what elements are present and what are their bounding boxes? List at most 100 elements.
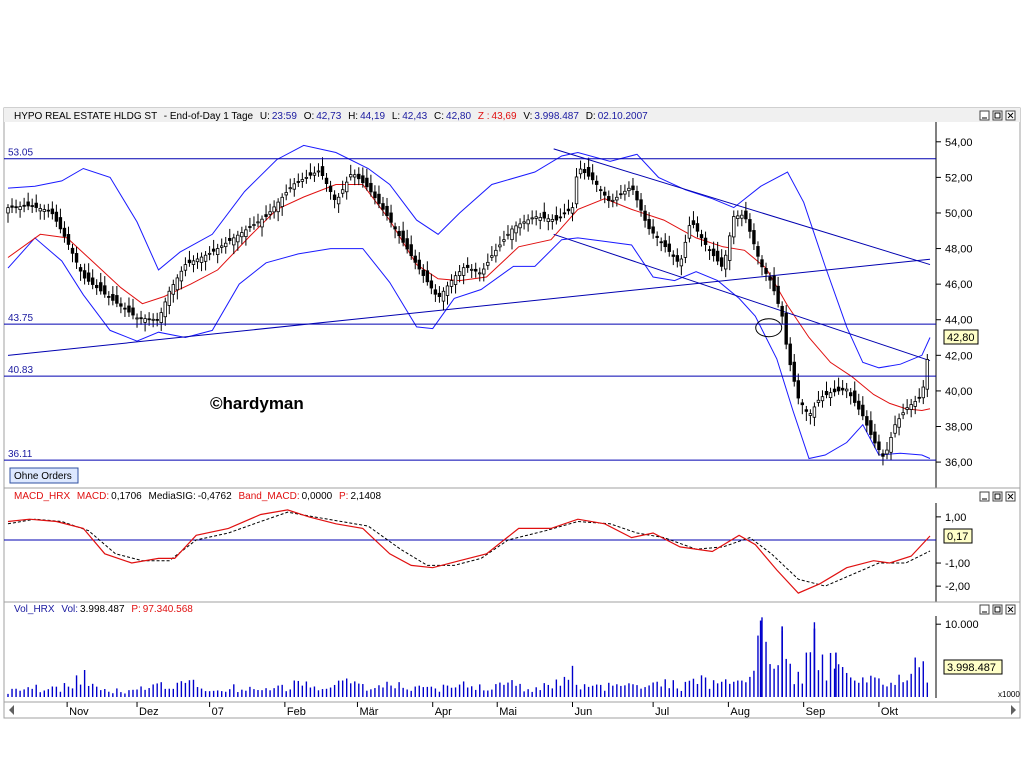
candle — [877, 434, 881, 456]
candle — [623, 184, 627, 201]
candle — [816, 391, 821, 407]
candle — [401, 221, 405, 247]
candle-body — [715, 250, 720, 262]
ohne-orders-label[interactable]: Ohne Orders — [14, 471, 72, 482]
close-label: C: — [434, 111, 444, 122]
candle-body — [82, 270, 87, 279]
candle — [578, 160, 583, 179]
candle — [365, 168, 369, 191]
candle-body — [54, 211, 59, 222]
scroll-left-icon[interactable] — [9, 705, 14, 715]
candle-body — [413, 255, 417, 263]
volume-minimize-icon[interactable] — [979, 604, 990, 615]
candle — [328, 180, 333, 200]
candle-body — [796, 380, 800, 399]
candle-body — [724, 254, 728, 270]
candle-body — [913, 401, 917, 407]
candle — [478, 267, 482, 282]
candle-body — [570, 207, 575, 214]
candle-body — [236, 234, 240, 243]
candle-body — [123, 307, 127, 310]
candle — [58, 208, 63, 234]
candle — [199, 252, 204, 272]
candle-body — [756, 246, 760, 257]
candle-body — [417, 259, 421, 270]
maximize-icon[interactable] — [992, 110, 1003, 121]
volume-panel-window-buttons[interactable] — [979, 604, 1016, 615]
candle — [171, 279, 176, 303]
candle — [86, 263, 91, 285]
candle-body — [562, 212, 567, 215]
scroll-right-icon[interactable] — [1011, 705, 1016, 715]
time-tick-label: Mai — [499, 706, 517, 718]
candle-body — [566, 208, 571, 212]
candle — [95, 279, 99, 295]
high-value: 44,19 — [360, 111, 385, 122]
candle — [264, 205, 268, 221]
volume-maximize-icon[interactable] — [992, 604, 1003, 615]
volume-unit: x1000 — [998, 690, 1020, 699]
candle — [389, 204, 393, 228]
candle — [14, 199, 18, 214]
candle-body — [881, 453, 885, 457]
candle-body — [844, 388, 849, 392]
candle — [760, 255, 764, 276]
candle — [381, 196, 385, 216]
macd-panel-window-buttons[interactable] — [979, 491, 1016, 502]
candle-body — [732, 216, 736, 238]
candle — [175, 274, 180, 300]
time-tick-label: Nov — [69, 706, 89, 718]
price-y-tick-label: 54,00 — [945, 137, 973, 149]
candle-body — [103, 285, 107, 295]
price-y-tick-label: 46,00 — [945, 279, 973, 291]
candle-body — [623, 190, 627, 195]
macd-maximize-icon[interactable] — [992, 491, 1003, 502]
candle-body — [768, 276, 772, 281]
candle — [224, 236, 228, 254]
candle-body — [361, 175, 365, 184]
candle — [897, 413, 901, 436]
candle — [211, 239, 216, 256]
candle — [203, 251, 208, 271]
candle — [909, 398, 913, 418]
candle-body — [191, 260, 196, 265]
trend-line — [553, 148, 931, 266]
candle-body — [865, 416, 869, 426]
candle-body — [228, 237, 232, 241]
candle — [546, 214, 550, 231]
candle-body — [611, 199, 615, 202]
candle — [921, 380, 925, 405]
signal-label: MediaSIG: — [149, 491, 196, 502]
candle — [748, 213, 752, 239]
candle — [413, 249, 417, 270]
price-panel-window-buttons[interactable] — [979, 110, 1016, 121]
candle-body — [764, 268, 768, 274]
candle-body — [336, 196, 341, 205]
candle-body — [542, 211, 546, 219]
candle-body — [643, 210, 647, 221]
candle-body — [397, 230, 401, 237]
candle-body — [244, 229, 248, 237]
candle-body — [139, 317, 143, 320]
candle — [127, 297, 131, 317]
candle-body — [111, 294, 115, 301]
candle-body — [748, 219, 752, 232]
candle — [99, 272, 103, 295]
level-label: 40.83 — [8, 365, 33, 376]
macd-minimize-icon[interactable] — [979, 491, 990, 502]
candle-body — [780, 305, 784, 317]
candle-body — [877, 441, 881, 451]
candle-body — [115, 295, 119, 304]
candle — [558, 208, 563, 222]
candle — [522, 214, 526, 230]
price-y-tick-label: 42,00 — [945, 350, 973, 362]
candle — [10, 198, 14, 213]
open-label: O: — [304, 111, 315, 122]
ohne-orders-button[interactable]: Ohne Orders — [9, 467, 79, 484]
candle-body — [393, 226, 397, 230]
candle-body — [276, 201, 280, 213]
candle-body — [683, 241, 688, 258]
minimize-icon[interactable] — [979, 110, 990, 121]
candle-body — [147, 318, 151, 321]
candle — [824, 381, 829, 399]
